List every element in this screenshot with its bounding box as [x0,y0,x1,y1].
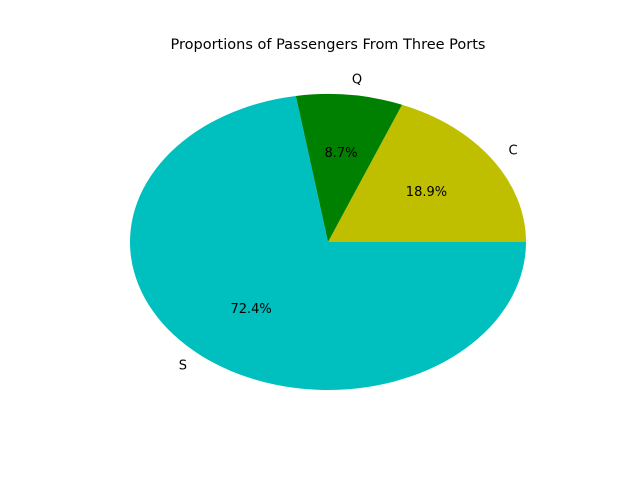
label-group: 18.9% C 8.7% Q 72.4% S [179,73,518,374]
slice-label-q: Q [352,73,362,88]
pie-slice-c [328,104,526,242]
slice-label-s: S [179,359,187,374]
slice-label-c: C [509,143,518,158]
pie-slice-q [295,94,403,243]
pct-label-s: 72.4% [230,302,271,317]
pie-slice-s [129,95,526,391]
pct-label-q: 8.7% [325,146,358,161]
chart-title: Proportions of Passengers From Three Por… [171,37,486,53]
pct-label-c: 18.9% [406,185,447,200]
pie-group [129,94,526,391]
